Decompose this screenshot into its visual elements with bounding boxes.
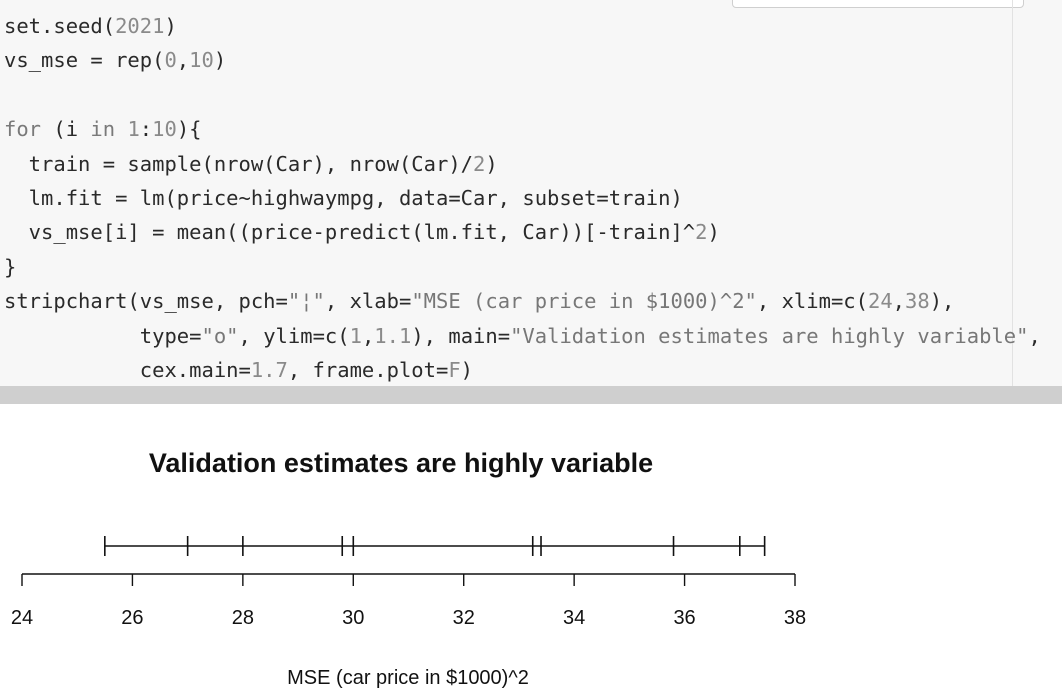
code-line: ​ xyxy=(4,78,1041,112)
code-token: for xyxy=(4,117,42,142)
code-token: 10 xyxy=(152,117,177,142)
code-line: type="o", ylim=c(1,1.1), main="Validatio… xyxy=(4,319,1041,353)
code-token: 2021 xyxy=(115,14,165,38)
code-token: 1.1 xyxy=(374,323,412,348)
code-token: , ylim=c( xyxy=(238,323,350,348)
code-token: ), xyxy=(929,289,955,314)
x-tick-label: 32 xyxy=(453,607,475,629)
code-token: 1 xyxy=(127,117,140,142)
x-tick-label: 30 xyxy=(342,607,364,629)
code-token: , xyxy=(1028,323,1041,348)
code-token xyxy=(115,117,127,141)
x-tick-label: 38 xyxy=(784,607,806,629)
code-token: , frame.plot= xyxy=(287,357,449,382)
x-tick-label: 36 xyxy=(673,607,695,629)
code-token: vs_mse[i] = mean((price-predict(lm.fit, … xyxy=(4,220,696,245)
code-token: , xlim=c( xyxy=(756,289,868,314)
code-token: set.seed( xyxy=(4,14,116,38)
code-editor[interactable]: set.seed(2021)vs_mse = rep(0,10)​for (i … xyxy=(4,9,1041,386)
x-axis: 24 26 28 30 32 34 36 38 xyxy=(11,573,806,629)
code-token: "o" xyxy=(201,323,239,348)
code-token: vs_mse = rep( xyxy=(4,48,165,73)
code-token: ), main= xyxy=(411,323,511,348)
code-token: F xyxy=(448,357,461,382)
code-token: , xlab= xyxy=(324,289,412,314)
code-line: } xyxy=(4,250,1041,284)
code-token: 1 xyxy=(349,323,362,348)
horizontal-scrollbar[interactable] xyxy=(0,386,1062,404)
code-token: : xyxy=(139,117,153,142)
x-tick-label: 28 xyxy=(232,607,254,629)
strip-chart: Validation estimates are highly variable… xyxy=(11,448,806,689)
code-token: type= xyxy=(4,323,202,348)
code-token: } xyxy=(4,254,17,279)
x-tick-label: 34 xyxy=(563,607,585,629)
code-token: ) xyxy=(164,14,177,38)
code-token: , xyxy=(892,289,906,314)
code-cell[interactable]: set.seed(2021)vs_mse = rep(0,10)​for (i … xyxy=(0,0,1062,386)
code-line: set.seed(2021) xyxy=(4,9,1041,43)
code-token: ) xyxy=(707,220,720,245)
strip-layer xyxy=(104,536,766,556)
code-token: 0 xyxy=(164,48,177,73)
code-cell-divider xyxy=(1012,0,1013,386)
code-token: 1.7 xyxy=(250,357,288,382)
code-line: cex.main=1.7, frame.plot=F) xyxy=(4,353,1041,386)
code-token: cex.main= xyxy=(4,357,251,382)
code-token: 2 xyxy=(695,220,708,245)
chart-title: Validation estimates are highly variable xyxy=(149,448,653,478)
code-token: 10 xyxy=(189,48,214,73)
x-tick-label: 26 xyxy=(121,607,143,629)
code-line: for (i in 1:10){ xyxy=(4,112,1041,146)
x-tick-label: 24 xyxy=(11,607,33,629)
code-line: lm.fit = lm(price~highwaympg, data=Car, … xyxy=(4,181,1041,215)
code-token: ) xyxy=(213,48,227,73)
code-token: "Validation estimates are highly variabl… xyxy=(510,323,1029,348)
code-token: in xyxy=(90,117,116,142)
code-token: "¦" xyxy=(287,289,325,314)
code-line: train = sample(nrow(Car), nrow(Car)/2) xyxy=(4,147,1041,181)
code-token: , xyxy=(361,323,375,348)
code-line: stripchart(vs_mse, pch="¦", xlab="MSE (c… xyxy=(4,284,1041,318)
code-token: stripchart(vs_mse, pch= xyxy=(4,289,288,314)
x-axis-label: MSE (car price in $1000)^2 xyxy=(287,667,529,689)
code-token: train = sample(nrow(Car), nrow(Car)/ xyxy=(4,151,473,176)
code-token: lm.fit = lm(price~highwaympg, data=Car, … xyxy=(4,185,683,210)
code-token: ) xyxy=(485,151,498,176)
code-line: vs_mse[i] = mean((price-predict(lm.fit, … xyxy=(4,215,1041,249)
code-token: (i xyxy=(41,117,91,142)
plot-output: Validation estimates are highly variable… xyxy=(0,404,1062,700)
code-token: 24 xyxy=(867,289,893,314)
code-token: ) xyxy=(460,357,474,382)
code-token: , xyxy=(176,48,190,73)
code-token: 2 xyxy=(473,151,486,176)
popup-corner xyxy=(732,0,1024,8)
code-token: 38 xyxy=(905,289,930,314)
code-line: vs_mse = rep(0,10) xyxy=(4,43,1041,77)
code-token: ){ xyxy=(176,117,202,142)
code-token: "MSE (car price in $1000)^2" xyxy=(411,289,757,314)
